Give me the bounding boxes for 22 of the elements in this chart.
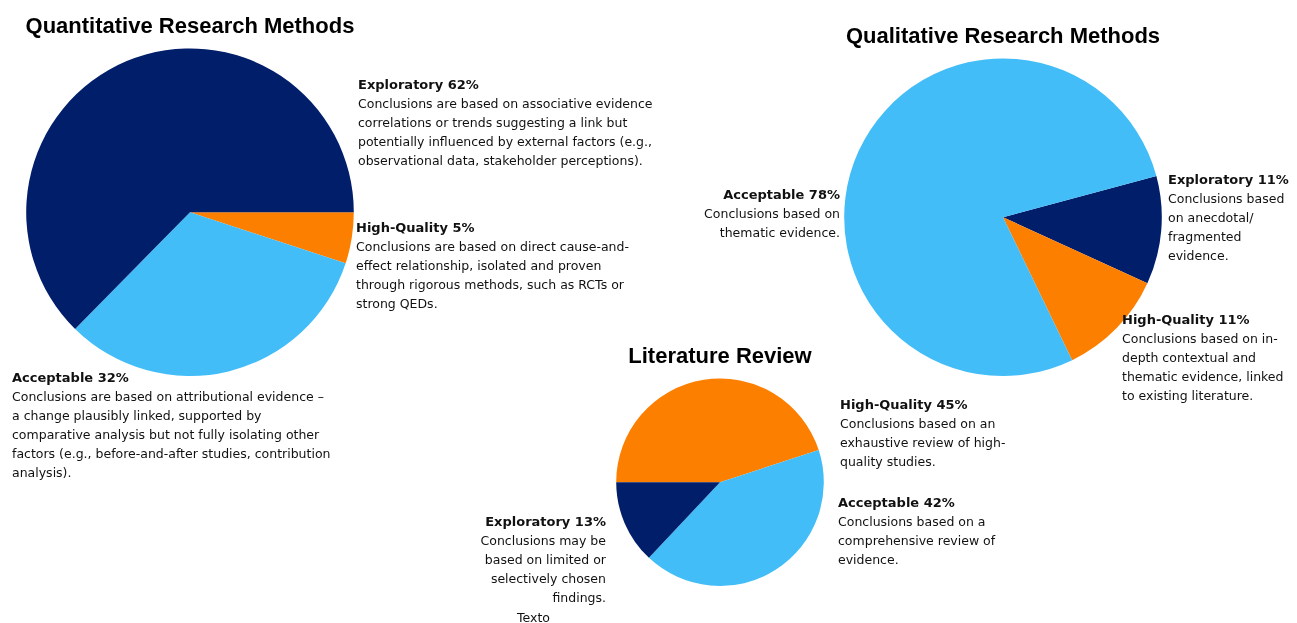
text: Conclusions based on an exhaustive review of high-quality studies.: [840, 416, 1006, 469]
slice-label: Acceptable 32%: [12, 369, 130, 387]
slice-label: High-Quality 45%: [840, 396, 969, 414]
text: Conclusions based on a comprehensive review of evidence.: [838, 514, 996, 567]
slice-label: Acceptable 78%: [722, 186, 840, 204]
slice-label: High-Quality 5%: [356, 219, 476, 237]
chart-title: Literature Review: [628, 343, 813, 369]
chart-title: Qualitative Research Methods: [845, 23, 1161, 49]
text: Conclusions based on anecdotal/ fragmented evidence.: [1168, 191, 1285, 263]
slice-label: High-Quality 11%: [1122, 311, 1251, 329]
text: Conclusions are based on direct cause-and-effect relationship, isolated and proven through rigorous methods, such as RCTs or strong QEDs.: [356, 239, 629, 311]
chart-title: Quantitative Research Methods: [25, 13, 355, 39]
slice-label: Exploratory 13%: [484, 513, 606, 531]
text: Conclusions are based on associative evidence correlations or trends suggesting a link but potentially influenced by external factors (e.g., observational data, stakeholder perceptions).: [358, 96, 653, 168]
text: Conclusions based on in-depth contextual and thematic evidence, linked to existing literature.: [1122, 331, 1284, 403]
slice-label: Exploratory 62%: [358, 76, 480, 94]
slice-label: Exploratory 11%: [1168, 171, 1290, 189]
text: Conclusions based on thematic evidence.: [704, 206, 840, 240]
slice-label: Acceptable 42%: [838, 494, 956, 512]
text: Conclusions are based on attributional evidence – a change plausibly linked, supported by comparative analysis but not fully isolating other factors (e.g., before-and-after studies, contribution analysis).: [12, 389, 331, 480]
text: Texto: [517, 610, 550, 623]
text: Conclusions may be based on limited or selectively chosen findings.: [480, 533, 606, 605]
